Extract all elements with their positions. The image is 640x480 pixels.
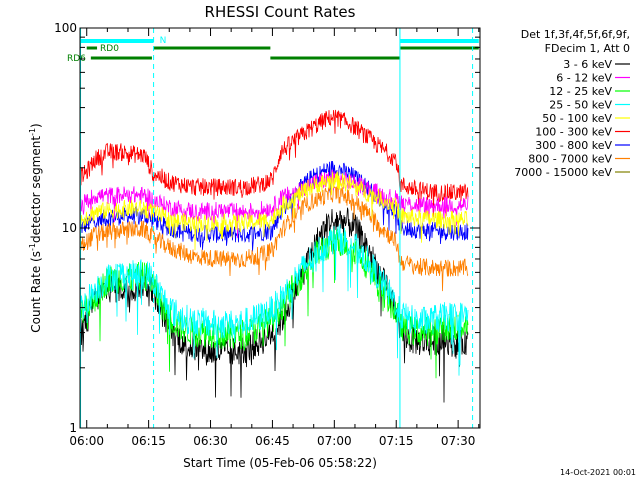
x-tick-label: 06:30 xyxy=(193,434,228,448)
svg-text:Count Rate (s-1detector segmen: Count Rate (s-1detector segment-1) xyxy=(28,123,43,333)
rd-bar-rd0-segment-1 xyxy=(153,46,271,50)
attenuator-bar-0 xyxy=(80,39,154,43)
legend-label: 7000 - 15000 keV xyxy=(514,166,612,179)
x-tick-label: 07:00 xyxy=(317,434,352,448)
series-line-25-50kev xyxy=(80,224,469,376)
x-tick-label: 07:30 xyxy=(441,434,476,448)
rd-bar-rd0-segment-0 xyxy=(86,46,98,50)
series-line-300-800kev xyxy=(80,160,469,252)
legend-label: 50 - 100 keV xyxy=(542,112,612,125)
series-line-800-7000kev xyxy=(80,185,469,292)
legend-header-line-2: FDecim 1, Att 0 xyxy=(545,42,630,55)
rd-bar-rd6-segment-1 xyxy=(270,56,400,60)
y-tick-label: 100 xyxy=(54,21,77,35)
legend-label: 6 - 12 keV xyxy=(556,72,612,85)
legend-header-line-1: Det 1f,3f,4f,5f,6f,9f, xyxy=(521,28,630,41)
plot-axes: 06:00 06:15 06:30 06:45 07:00 07:15 07:30 1 10 10… xyxy=(54,21,481,448)
series-line-50-100kev xyxy=(80,171,469,251)
attenuator-bar-label: N xyxy=(160,36,167,46)
rd-bar-rd6-segment-0 xyxy=(90,56,152,60)
y-tick-label: 1 xyxy=(69,421,77,435)
legend-label: 12 - 25 keV xyxy=(549,85,612,98)
x-tick-label: 06:00 xyxy=(69,434,104,448)
y-axis-label-sup-1: -1 xyxy=(28,243,37,251)
legend-label: 300 - 800 keV xyxy=(535,139,612,152)
rd-bar-label-rd0: RD0 xyxy=(100,44,119,54)
chart-title: RHESSI Count Rates xyxy=(205,3,356,21)
series-line-6-12kev xyxy=(80,169,469,239)
x-tick-label: 06:45 xyxy=(255,434,290,448)
legend-label: 100 - 300 keV xyxy=(535,126,612,139)
legend: Det 1f,3f,4f,5f,6f,9f, FDecim 1, Att 0 3… xyxy=(514,28,630,179)
detector-state-bars: N RD0 RD6 xyxy=(67,36,479,64)
series-line-12-25kev xyxy=(80,228,469,379)
footer-timestamp: 14-Oct-2021 00:01 xyxy=(560,468,636,477)
y-tick-label: 10 xyxy=(62,221,77,235)
legend-label: 25 - 50 keV xyxy=(549,99,612,112)
x-tick-label: 07:15 xyxy=(379,434,414,448)
y-axis-label-mid: detector segment xyxy=(29,136,43,243)
legend-label: 800 - 7000 keV xyxy=(528,153,612,166)
series-layer xyxy=(80,109,469,403)
attenuator-bar-2 xyxy=(400,39,479,43)
legend-label: 3 - 6 keV xyxy=(563,58,612,71)
y-axis-label: Count Rate (s-1detector segment-1) xyxy=(28,123,43,333)
y-axis-label-end: ) xyxy=(29,123,43,128)
x-tick-label: 06:15 xyxy=(131,434,166,448)
rd-bar-rd0-segment-2 xyxy=(400,46,479,50)
y-axis-label-sup-2: -1 xyxy=(28,128,37,136)
x-axis-label: Start Time (05-Feb-06 05:58:22) xyxy=(183,456,377,470)
rd-bar-label-rd6: RD6 xyxy=(67,54,86,64)
series-line-100-300kev xyxy=(80,109,469,218)
y-axis-label-main: Count Rate (s xyxy=(29,251,43,333)
series-line-3-6kev xyxy=(80,207,469,403)
